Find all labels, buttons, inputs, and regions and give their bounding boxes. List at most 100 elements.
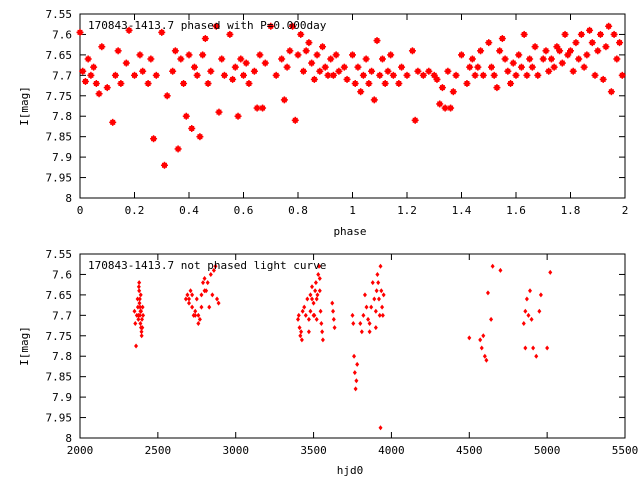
data-point <box>509 59 517 67</box>
y-tick-label: 7.8 <box>52 110 72 123</box>
data-point <box>398 63 406 71</box>
data-point <box>605 22 613 30</box>
data-point <box>207 304 212 310</box>
data-point <box>504 67 512 75</box>
data-point <box>150 135 158 143</box>
data-point <box>213 263 218 269</box>
data-point <box>594 47 602 55</box>
data-point <box>317 263 322 269</box>
y-tick-label: 8 <box>65 432 72 445</box>
data-point <box>381 292 386 298</box>
data-point <box>564 51 572 59</box>
y-tick-label: 7.65 <box>46 49 73 62</box>
data-point <box>139 67 147 75</box>
data-point <box>545 67 553 75</box>
data-point <box>354 63 362 71</box>
data-point <box>425 67 433 75</box>
unphased-light-curve-panel: 2000 2500 3000 3500 4000 4500 5000 5500 7.55 7.6 7… <box>18 248 638 477</box>
data-point <box>212 22 220 30</box>
data-point <box>447 104 455 112</box>
data-point <box>196 321 201 327</box>
data-point <box>131 71 138 79</box>
y-tick-label: 7.95 <box>46 172 73 185</box>
data-point <box>575 55 583 63</box>
data-point <box>185 51 193 59</box>
data-point <box>537 308 542 314</box>
data-point <box>318 308 323 314</box>
data-point <box>378 55 386 63</box>
data-point <box>419 71 427 79</box>
data-point <box>384 67 392 75</box>
data-point <box>187 296 191 302</box>
data-point <box>512 71 520 79</box>
data-point <box>331 308 336 314</box>
data-point <box>613 55 621 63</box>
y-tick-label: 8 <box>65 192 72 205</box>
data-point <box>380 304 385 310</box>
data-point <box>411 116 419 124</box>
data-point <box>374 288 379 294</box>
data-point <box>311 312 316 318</box>
data-point <box>139 325 144 331</box>
data-point <box>468 55 476 63</box>
data-point <box>313 51 321 59</box>
data-point <box>245 80 253 88</box>
data-point <box>452 71 460 79</box>
data-point <box>313 280 318 286</box>
data-point <box>299 67 307 75</box>
data-point <box>215 108 223 116</box>
y-axis-label: I[mag] <box>18 86 31 126</box>
data-point <box>321 63 329 71</box>
data-point <box>193 308 198 314</box>
data-point <box>378 425 383 431</box>
data-point <box>138 304 143 310</box>
data-point <box>308 292 313 298</box>
x-tick-label: 0 <box>77 204 84 217</box>
y-tick-label: 7.85 <box>46 131 73 144</box>
data-point <box>507 80 515 88</box>
x-tick-label: 1.6 <box>506 204 526 217</box>
data-point <box>545 345 550 351</box>
data-point <box>588 39 596 47</box>
data-point <box>310 296 315 302</box>
data-point <box>296 312 301 318</box>
data-point <box>387 51 395 59</box>
y-tick-label: 7.75 <box>46 90 73 103</box>
x-tick-label: 5500 <box>612 444 639 457</box>
data-point <box>194 296 199 302</box>
data-point <box>141 312 146 318</box>
y-tick-label: 7.65 <box>46 289 73 302</box>
data-point <box>484 357 489 363</box>
data-point <box>375 271 380 277</box>
data-point <box>403 71 411 79</box>
y-tick-label: 7.55 <box>46 248 73 261</box>
data-point <box>372 296 377 302</box>
data-point <box>529 316 534 322</box>
data-point <box>380 312 385 318</box>
y-tick-label: 7.75 <box>46 330 73 343</box>
data-point <box>355 361 360 367</box>
data-point <box>298 333 303 339</box>
x-axis-label: phase <box>333 225 366 238</box>
data-points <box>132 263 553 431</box>
data-point <box>188 288 193 294</box>
data-point <box>479 71 487 79</box>
data-point <box>618 71 626 79</box>
data-point <box>376 296 381 302</box>
data-point <box>367 321 372 327</box>
x-axis-label: hjd0 <box>337 464 364 477</box>
data-point <box>280 96 288 104</box>
data-point <box>538 292 543 298</box>
data-point <box>370 280 375 286</box>
data-point <box>98 43 106 51</box>
data-point <box>496 47 504 55</box>
data-point <box>531 345 536 351</box>
tick-layer: 2000 2500 3000 3500 4000 4500 5000 5500 7.55 7.6 7… <box>46 248 639 457</box>
data-point <box>190 304 195 310</box>
data-point <box>485 290 490 296</box>
data-point <box>449 88 457 96</box>
data-point <box>547 55 555 63</box>
data-point <box>171 47 179 55</box>
data-point <box>580 63 588 71</box>
data-point <box>376 280 381 286</box>
